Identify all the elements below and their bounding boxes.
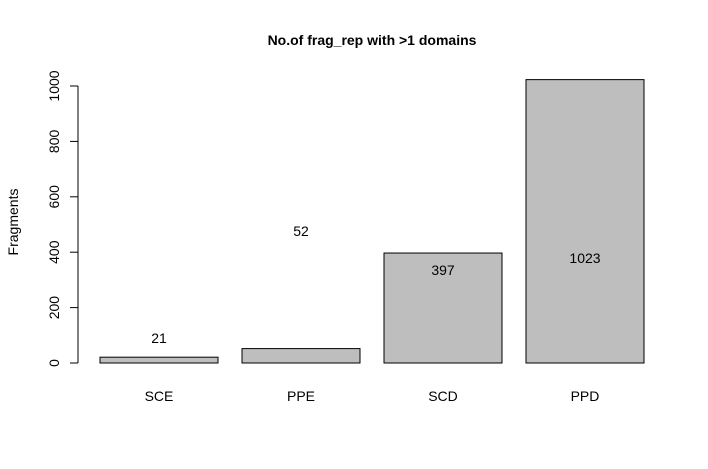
x-tick-label: PPE: [287, 388, 315, 404]
y-tick-label: 800: [46, 130, 62, 154]
data-label: 397: [431, 262, 455, 278]
y-axis: 0 200 400 600 800 1000: [46, 70, 79, 367]
chart-title: No.of frag_rep with >1 domains: [268, 32, 477, 48]
bar-scd: [383, 252, 503, 364]
data-label: 52: [293, 223, 309, 239]
x-tick-label: PPD: [571, 388, 600, 404]
data-label: 21: [151, 330, 167, 346]
x-tick-label: SCD: [428, 388, 458, 404]
bar-sce: [99, 356, 219, 364]
y-tick-label: 200: [46, 296, 62, 320]
bars-group: [99, 79, 645, 364]
data-labels: 21 52 397 1023: [151, 223, 601, 346]
y-axis-label: Fragments: [5, 189, 21, 256]
data-label: 1023: [569, 250, 600, 266]
x-tick-labels: SCE PPE SCD PPD: [145, 388, 600, 404]
y-tick-label: 1000: [46, 70, 62, 101]
y-tick-label: 400: [46, 240, 62, 264]
y-tick-label: 600: [46, 185, 62, 209]
bar-ppe: [241, 348, 361, 364]
x-tick-label: SCE: [145, 388, 174, 404]
bar-ppd: [525, 79, 645, 364]
y-tick-label: 0: [46, 359, 62, 367]
